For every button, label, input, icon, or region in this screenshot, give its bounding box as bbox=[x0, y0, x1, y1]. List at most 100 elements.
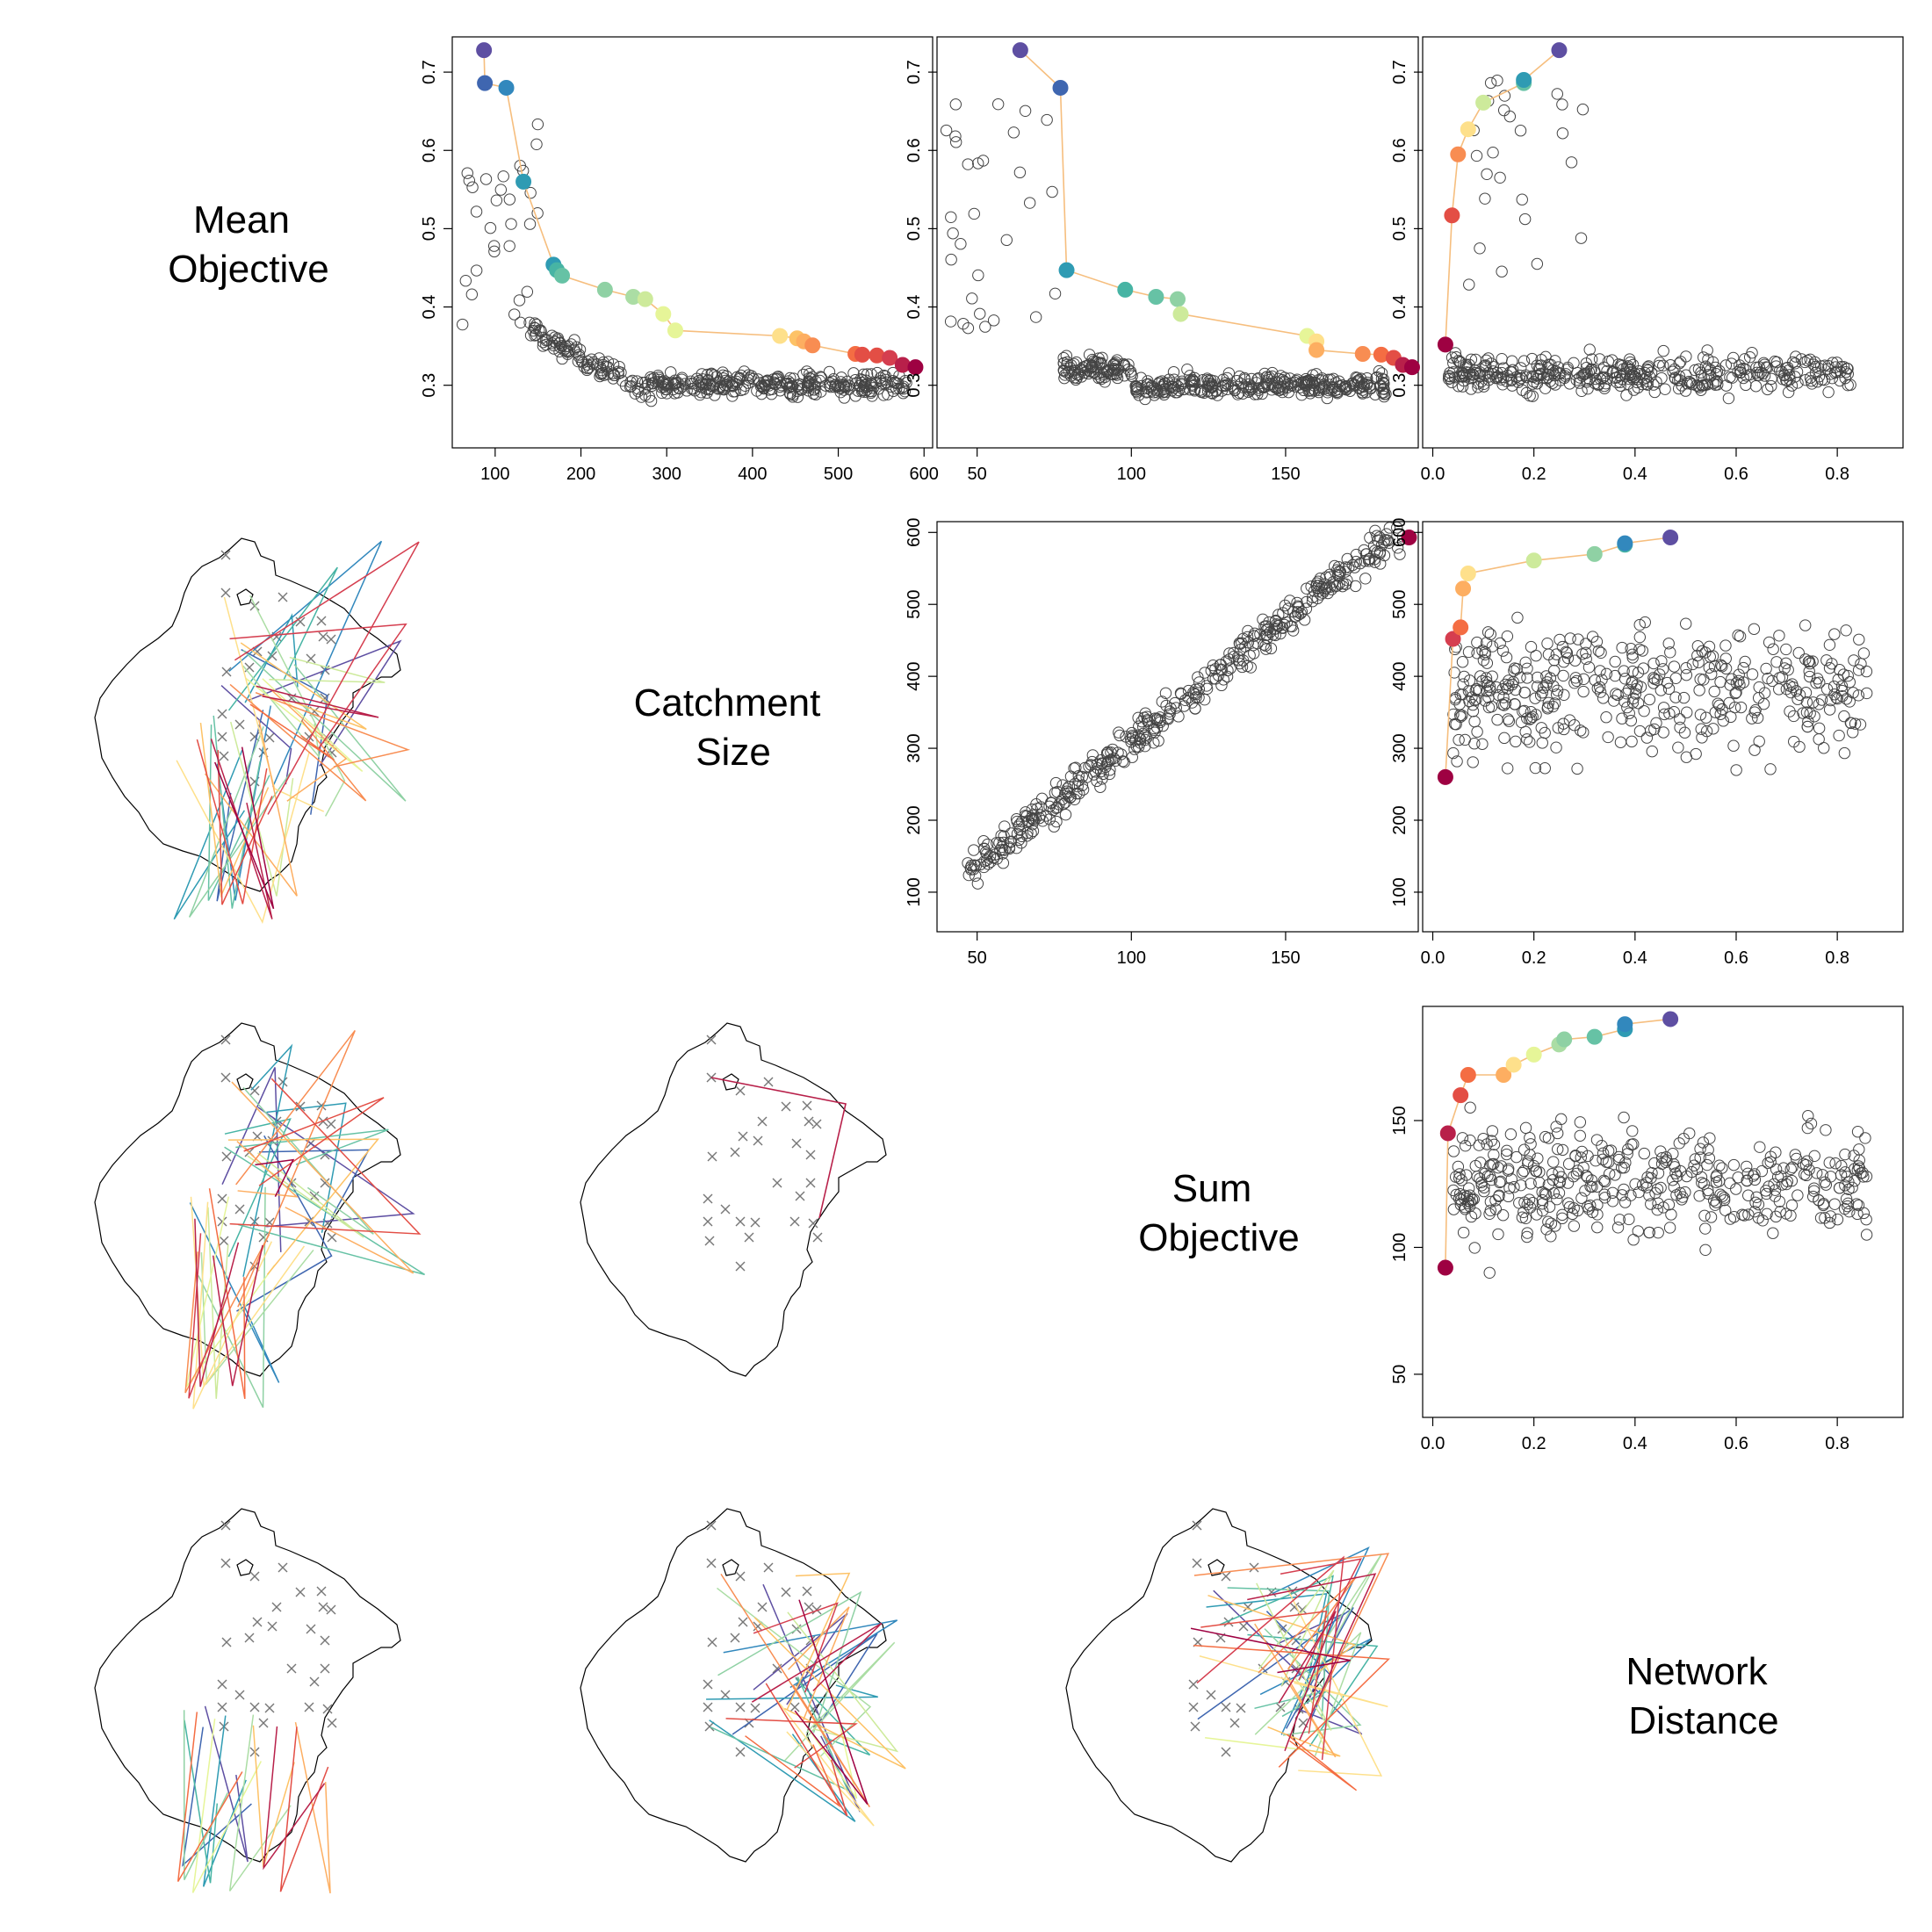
dominated-point bbox=[1783, 364, 1795, 377]
dominated-point bbox=[1318, 578, 1330, 591]
dominated-point bbox=[1600, 711, 1612, 724]
dominated-point bbox=[1823, 1157, 1835, 1169]
dominated-point bbox=[1513, 1197, 1525, 1209]
dominated-point bbox=[784, 371, 797, 385]
dominated-point bbox=[1814, 1212, 1827, 1224]
dominated-point bbox=[1844, 717, 1857, 729]
dominated-point bbox=[487, 240, 501, 252]
dominated-point bbox=[1789, 357, 1801, 370]
station-marker bbox=[278, 592, 288, 602]
station-marker bbox=[217, 1702, 227, 1712]
dominated-point bbox=[1696, 1177, 1708, 1189]
dominated-point bbox=[638, 376, 652, 389]
station-marker bbox=[704, 1721, 715, 1732]
dominated-point bbox=[1114, 729, 1126, 742]
station-marker bbox=[730, 1633, 740, 1643]
dominated-point bbox=[546, 337, 559, 350]
station-marker bbox=[789, 1216, 800, 1227]
network-edge bbox=[1197, 1606, 1354, 1729]
dominated-point bbox=[1476, 645, 1489, 657]
dominated-point bbox=[1724, 1177, 1736, 1190]
x-axis: 50 100 150 bbox=[968, 932, 1301, 968]
network-edge bbox=[198, 1186, 266, 1409]
dominated-point bbox=[1741, 1167, 1754, 1180]
dominated-point bbox=[1103, 754, 1115, 768]
dominated-point bbox=[1304, 387, 1316, 400]
dominated-point bbox=[1692, 363, 1705, 376]
dominated-point bbox=[1487, 361, 1500, 373]
x-tick-label: 400 bbox=[738, 465, 767, 484]
station-marker bbox=[703, 1702, 713, 1712]
station-marker bbox=[309, 1191, 320, 1201]
dominated-point bbox=[1049, 776, 1063, 789]
dominated-point bbox=[709, 389, 721, 401]
dominated-point bbox=[1215, 679, 1228, 692]
dominated-point bbox=[1586, 631, 1599, 643]
dominated-point bbox=[1575, 232, 1588, 244]
dominated-point bbox=[887, 374, 899, 387]
dominated-point bbox=[1473, 1139, 1485, 1151]
dominated-point bbox=[1839, 1166, 1851, 1179]
dominated-point bbox=[849, 390, 861, 402]
station-marker bbox=[805, 1150, 816, 1160]
dominated-point bbox=[1758, 687, 1771, 699]
dominated-point bbox=[1133, 389, 1145, 401]
station-marker bbox=[1291, 1663, 1301, 1674]
station-marker bbox=[220, 588, 231, 598]
pareto-point bbox=[1525, 552, 1542, 569]
dominated-point bbox=[1346, 559, 1359, 572]
dominated-point bbox=[1481, 168, 1493, 180]
dominated-point bbox=[523, 316, 536, 328]
network-edge bbox=[227, 1138, 380, 1275]
station-marker bbox=[738, 1617, 748, 1627]
dominated-point bbox=[1484, 1195, 1497, 1208]
dominated-point bbox=[490, 194, 503, 206]
dominated-point bbox=[1496, 645, 1510, 657]
dominated-point bbox=[1377, 386, 1390, 399]
dominated-point bbox=[713, 382, 726, 394]
dominated-point bbox=[1809, 356, 1821, 369]
dominated-point bbox=[1812, 362, 1825, 374]
dominated-point bbox=[1799, 653, 1812, 666]
network-edge bbox=[751, 1622, 883, 1703]
dominated-point bbox=[1656, 663, 1669, 675]
dominated-point bbox=[1591, 682, 1604, 695]
network-edge bbox=[765, 1683, 848, 1817]
dominated-point bbox=[1702, 1184, 1714, 1197]
dominated-point bbox=[1678, 726, 1691, 739]
network-edge bbox=[795, 1677, 871, 1756]
dominated-point bbox=[1375, 367, 1388, 379]
dominated-point bbox=[1128, 743, 1141, 755]
dominated-point bbox=[1061, 366, 1073, 379]
network-edge bbox=[189, 1202, 280, 1383]
dominated-point bbox=[1729, 687, 1741, 700]
region-outline bbox=[580, 1508, 887, 1863]
dominated-point bbox=[1547, 1156, 1560, 1168]
dominated-point bbox=[1813, 698, 1825, 710]
dominated-point bbox=[1060, 350, 1073, 362]
dominated-point bbox=[1553, 1186, 1566, 1200]
dominated-point bbox=[1007, 126, 1020, 139]
dominated-point bbox=[1614, 376, 1626, 388]
dominated-point bbox=[1496, 1209, 1510, 1222]
dominated-point bbox=[1270, 618, 1283, 631]
dominated-point bbox=[1531, 369, 1543, 382]
dominated-point bbox=[1160, 699, 1172, 712]
dominated-point bbox=[1780, 657, 1792, 669]
dominated-point bbox=[1547, 680, 1560, 692]
dominated-point bbox=[1626, 665, 1639, 678]
station-marker bbox=[812, 1232, 823, 1243]
dominated-point bbox=[1536, 1193, 1549, 1207]
network-edge bbox=[252, 1725, 295, 1868]
pareto-points bbox=[476, 42, 924, 376]
network-edge bbox=[223, 596, 325, 812]
dominated-point bbox=[1509, 698, 1521, 710]
dominated-point bbox=[1662, 1199, 1676, 1211]
x-tick-label: 0.4 bbox=[1623, 948, 1647, 968]
dominated-point bbox=[645, 373, 658, 386]
dominated-point bbox=[1643, 693, 1656, 706]
dominated-point bbox=[1356, 384, 1369, 396]
station-marker bbox=[322, 1704, 333, 1714]
dominated-point bbox=[1799, 619, 1812, 631]
